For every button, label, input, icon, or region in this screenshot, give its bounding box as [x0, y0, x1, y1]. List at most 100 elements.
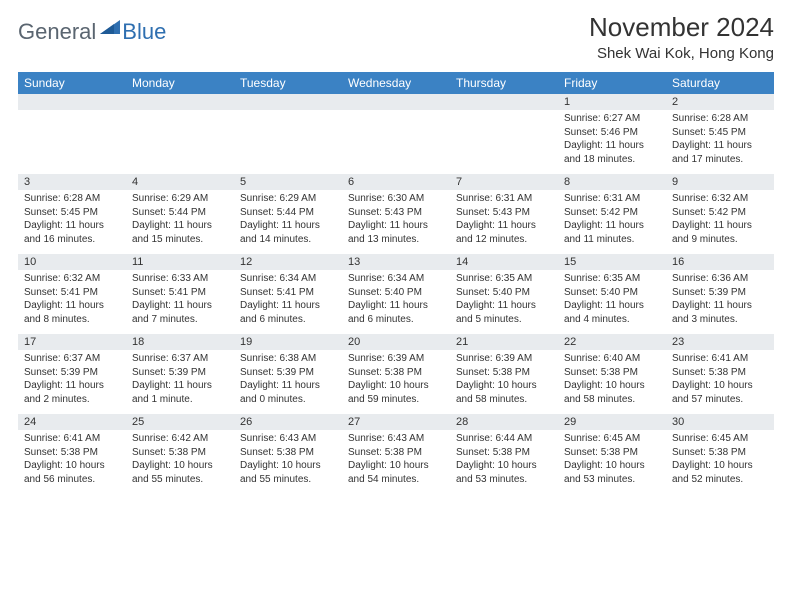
- sunrise-text: Sunrise: 6:34 AM: [240, 272, 336, 286]
- brand-part2: Blue: [122, 19, 166, 45]
- sunrise-text: Sunrise: 6:45 AM: [672, 432, 768, 446]
- weekday-header: Sunday: [18, 72, 126, 94]
- sunset-text: Sunset: 5:46 PM: [564, 126, 660, 140]
- day-data-cell: Sunrise: 6:37 AMSunset: 5:39 PMDaylight:…: [18, 350, 126, 414]
- sunrise-text: Sunrise: 6:32 AM: [24, 272, 120, 286]
- day-number-cell: [126, 94, 234, 110]
- day-number-cell: 8: [558, 174, 666, 190]
- day-number-cell: 16: [666, 254, 774, 270]
- sunset-text: Sunset: 5:39 PM: [240, 366, 336, 380]
- daylight-text: Daylight: 10 hours and 58 minutes.: [456, 379, 552, 406]
- sunrise-text: Sunrise: 6:37 AM: [24, 352, 120, 366]
- daylight-text: Daylight: 11 hours and 15 minutes.: [132, 219, 228, 246]
- day-data-cell: Sunrise: 6:32 AMSunset: 5:42 PMDaylight:…: [666, 190, 774, 254]
- day-number-cell: 30: [666, 414, 774, 430]
- daylight-text: Daylight: 11 hours and 1 minute.: [132, 379, 228, 406]
- sunset-text: Sunset: 5:38 PM: [24, 446, 120, 460]
- title-block: November 2024 Shek Wai Kok, Hong Kong: [589, 12, 774, 62]
- weekday-header: Saturday: [666, 72, 774, 94]
- day-data-cell: [126, 110, 234, 174]
- day-data-cell: Sunrise: 6:35 AMSunset: 5:40 PMDaylight:…: [450, 270, 558, 334]
- sunset-text: Sunset: 5:38 PM: [564, 446, 660, 460]
- day-number-cell: 2: [666, 94, 774, 110]
- day-number-cell: 13: [342, 254, 450, 270]
- day-data-cell: [18, 110, 126, 174]
- weekday-header: Friday: [558, 72, 666, 94]
- sunrise-text: Sunrise: 6:31 AM: [456, 192, 552, 206]
- daylight-text: Daylight: 11 hours and 12 minutes.: [456, 219, 552, 246]
- daylight-text: Daylight: 10 hours and 59 minutes.: [348, 379, 444, 406]
- calendar-page: General Blue November 2024 Shek Wai Kok,…: [0, 0, 792, 506]
- day-data-row: Sunrise: 6:32 AM Sunset: 5:41 PM Daylight:…: [18, 270, 774, 334]
- sunrise-text: Sunrise: 6:44 AM: [456, 432, 552, 446]
- daylight-text: Daylight: 10 hours and 55 minutes.: [132, 459, 228, 486]
- day-data-cell: Sunrise: 6:39 AMSunset: 5:38 PMDaylight:…: [342, 350, 450, 414]
- day-number-cell: 21: [450, 334, 558, 350]
- day-data-cell: Sunrise: 6:28 AMSunset: 5:45 PMDaylight:…: [18, 190, 126, 254]
- sunrise-text: Sunrise: 6:31 AM: [564, 192, 660, 206]
- day-number-cell: [342, 94, 450, 110]
- day-data-cell: Sunrise: 6:29 AMSunset: 5:44 PMDaylight:…: [234, 190, 342, 254]
- day-data-cell: Sunrise: 6:36 AMSunset: 5:39 PMDaylight:…: [666, 270, 774, 334]
- daylight-text: Daylight: 10 hours and 56 minutes.: [24, 459, 120, 486]
- day-number-cell: 19: [234, 334, 342, 350]
- daylight-text: Daylight: 11 hours and 8 minutes.: [24, 299, 120, 326]
- day-data-cell: [450, 110, 558, 174]
- brand-triangle-icon: [100, 18, 120, 39]
- day-number-cell: 15: [558, 254, 666, 270]
- sunrise-text: Sunrise: 6:28 AM: [672, 112, 768, 126]
- sunset-text: Sunset: 5:38 PM: [132, 446, 228, 460]
- sunrise-text: Sunrise: 6:29 AM: [240, 192, 336, 206]
- day-data-cell: Sunrise: 6:45 AMSunset: 5:38 PMDaylight:…: [666, 430, 774, 494]
- day-data-cell: Sunrise: 6:43 AMSunset: 5:38 PMDaylight:…: [234, 430, 342, 494]
- day-number-cell: 4: [126, 174, 234, 190]
- sunrise-text: Sunrise: 6:41 AM: [24, 432, 120, 446]
- sunrise-text: Sunrise: 6:32 AM: [672, 192, 768, 206]
- day-data-cell: Sunrise: 6:32 AMSunset: 5:41 PMDaylight:…: [18, 270, 126, 334]
- day-number-cell: 1: [558, 94, 666, 110]
- sunset-text: Sunset: 5:40 PM: [564, 286, 660, 300]
- sunrise-text: Sunrise: 6:27 AM: [564, 112, 660, 126]
- day-data-row: Sunrise: 6:37 AMSunset: 5:39 PMDaylight:…: [18, 350, 774, 414]
- sunrise-text: Sunrise: 6:38 AM: [240, 352, 336, 366]
- day-data-cell: Sunrise: 6:29 AMSunset: 5:44 PMDaylight:…: [126, 190, 234, 254]
- daylight-text: Daylight: 10 hours and 55 minutes.: [240, 459, 336, 486]
- sunrise-text: Sunrise: 6:42 AM: [132, 432, 228, 446]
- day-data-row: Sunrise: 6:27 AMSunset: 5:46 PM Daylight:…: [18, 110, 774, 174]
- daylight-text: Daylight: 10 hours and 53 minutes.: [564, 459, 660, 486]
- day-data-cell: [342, 110, 450, 174]
- day-number-row: 10111213141516: [18, 254, 774, 270]
- day-data-cell: Sunrise: 6:35 AMSunset: 5:40 PMDaylight:…: [558, 270, 666, 334]
- day-number-cell: 9: [666, 174, 774, 190]
- calendar-body: 12 Sunrise: 6:27 AMSunset: 5:46 PM Dayligh…: [18, 94, 774, 494]
- location-text: Shek Wai Kok, Hong Kong: [589, 45, 774, 62]
- daylight-text: Daylight: 11 hours and 2 minutes.: [24, 379, 120, 406]
- day-data-cell: Sunrise: 6:44 AMSunset: 5:38 PMDaylight:…: [450, 430, 558, 494]
- daylight-text: Daylight: 11 hours and 13 minutes.: [348, 219, 444, 246]
- day-number-cell: 7: [450, 174, 558, 190]
- sunrise-text: Sunrise: 6:35 AM: [564, 272, 660, 286]
- sunrise-text: Sunrise: 6:43 AM: [240, 432, 336, 446]
- sunset-text: Sunset: 5:39 PM: [24, 366, 120, 380]
- daylight-text: Daylight: 11 hours and 4 minutes.: [564, 299, 660, 326]
- sunrise-text: Sunrise: 6:41 AM: [672, 352, 768, 366]
- daylight-text: Daylight: 11 hours and 16 minutes.: [24, 219, 120, 246]
- daylight-text: Daylight: 11 hours and 0 minutes.: [240, 379, 336, 406]
- sunrise-text: Sunrise: 6:33 AM: [132, 272, 228, 286]
- day-data-cell: Sunrise: 6:40 AMSunset: 5:38 PMDaylight:…: [558, 350, 666, 414]
- weekday-header-row: Sunday Monday Tuesday Wednesday Thursday…: [18, 72, 774, 94]
- sunset-text: Sunset: 5:39 PM: [132, 366, 228, 380]
- day-number-cell: 23: [666, 334, 774, 350]
- day-data-cell: Sunrise: 6:42 AMSunset: 5:38 PMDaylight:…: [126, 430, 234, 494]
- sunset-text: Sunset: 5:41 PM: [132, 286, 228, 300]
- sunrise-text: Sunrise: 6:29 AM: [132, 192, 228, 206]
- day-data-cell: Sunrise: 6:31 AMSunset: 5:42 PMDaylight:…: [558, 190, 666, 254]
- daylight-text: Daylight: 11 hours and 14 minutes.: [240, 219, 336, 246]
- weekday-header: Monday: [126, 72, 234, 94]
- brand-logo: General Blue: [18, 12, 166, 45]
- day-number-cell: 24: [18, 414, 126, 430]
- sunset-text: Sunset: 5:38 PM: [456, 446, 552, 460]
- day-data-row: Sunrise: 6:41 AMSunset: 5:38 PMDaylight:…: [18, 430, 774, 494]
- day-data-cell: Sunrise: 6:39 AMSunset: 5:38 PMDaylight:…: [450, 350, 558, 414]
- daylight-text: Daylight: 11 hours and 17 minutes.: [672, 139, 768, 166]
